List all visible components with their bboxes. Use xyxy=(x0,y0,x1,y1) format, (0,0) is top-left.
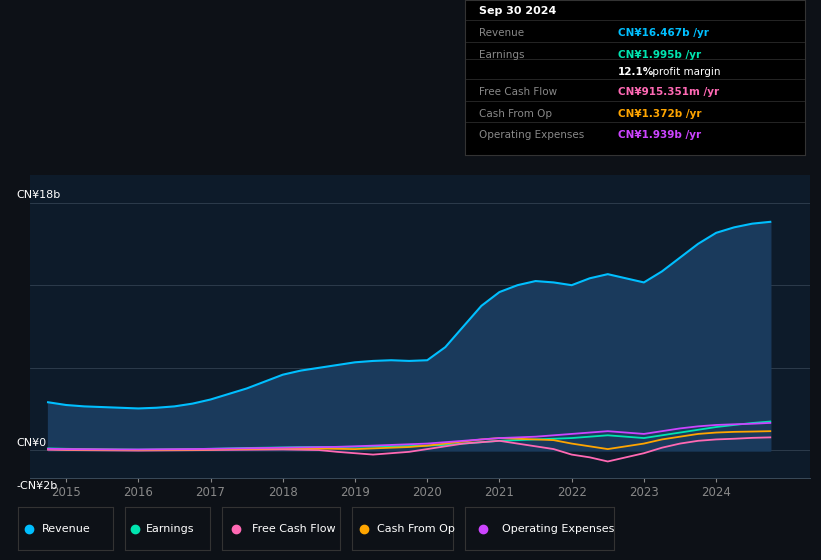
Text: CN¥915.351m /yr: CN¥915.351m /yr xyxy=(618,87,719,97)
Text: CN¥1.995b /yr: CN¥1.995b /yr xyxy=(618,50,701,59)
Text: CN¥1.939b /yr: CN¥1.939b /yr xyxy=(618,130,701,140)
Text: Cash From Op: Cash From Op xyxy=(378,524,455,534)
Text: Revenue: Revenue xyxy=(479,28,524,38)
Text: Earnings: Earnings xyxy=(146,524,195,534)
Text: CN¥18b: CN¥18b xyxy=(16,190,61,200)
Text: Cash From Op: Cash From Op xyxy=(479,109,552,119)
Text: -CN¥2b: -CN¥2b xyxy=(16,481,57,491)
Text: Operating Expenses: Operating Expenses xyxy=(502,524,615,534)
Text: Earnings: Earnings xyxy=(479,50,524,59)
Text: Sep 30 2024: Sep 30 2024 xyxy=(479,6,556,16)
Text: Free Cash Flow: Free Cash Flow xyxy=(251,524,335,534)
Text: CN¥16.467b /yr: CN¥16.467b /yr xyxy=(618,28,709,38)
Text: Operating Expenses: Operating Expenses xyxy=(479,130,584,140)
Text: 12.1%: 12.1% xyxy=(618,67,654,77)
Text: profit margin: profit margin xyxy=(649,67,720,77)
Text: CN¥0: CN¥0 xyxy=(16,438,47,447)
Text: Free Cash Flow: Free Cash Flow xyxy=(479,87,557,97)
Text: Revenue: Revenue xyxy=(42,524,90,534)
Text: CN¥1.372b /yr: CN¥1.372b /yr xyxy=(618,109,701,119)
